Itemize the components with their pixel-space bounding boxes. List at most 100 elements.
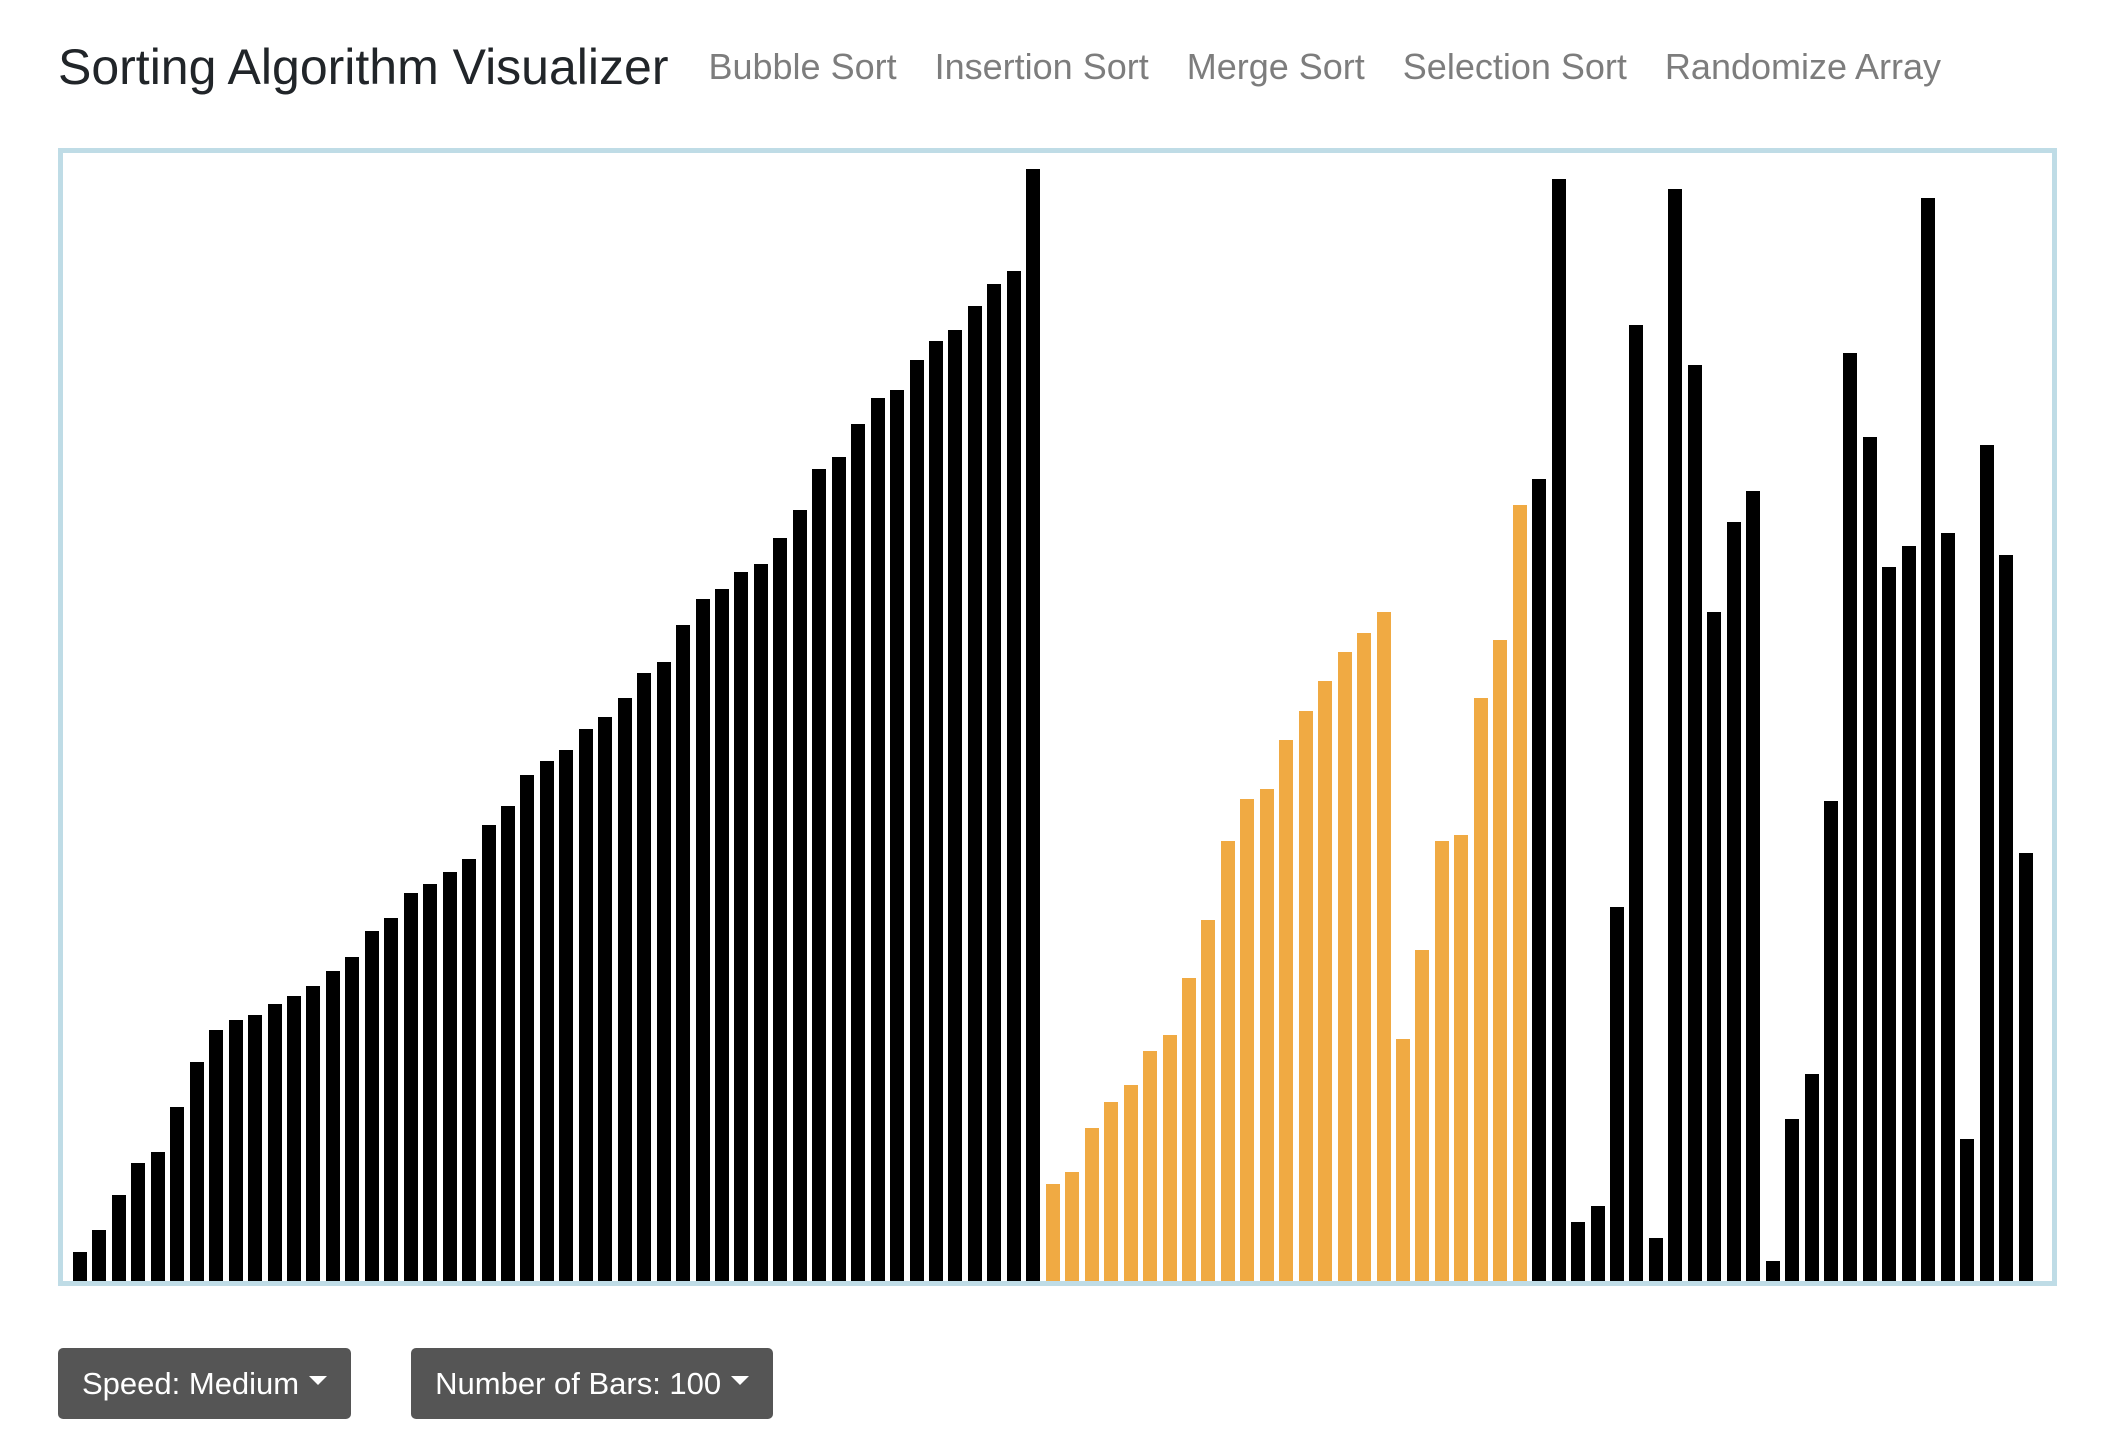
array-bar (1843, 353, 1858, 1281)
array-bar (1979, 444, 1994, 1281)
array-bar (870, 398, 885, 1281)
array-bar (1512, 504, 1527, 1281)
array-bar (1123, 1084, 1138, 1281)
array-bar (909, 360, 924, 1281)
array-bar (1707, 611, 1722, 1281)
array-bar (520, 774, 535, 1281)
navbar: Sorting Algorithm Visualizer Bubble Sort… (58, 30, 1979, 104)
array-bar (1220, 841, 1235, 1281)
array-bar (695, 598, 710, 1281)
array-bar (1648, 1237, 1663, 1281)
array-bar (1940, 532, 1955, 1281)
array-bar (1921, 198, 1936, 1281)
array-bar (267, 1004, 282, 1281)
nav-selection-sort[interactable]: Selection Sort (1402, 46, 1627, 87)
array-bar (1434, 841, 1449, 1281)
array-bar (248, 1015, 263, 1281)
bar-count-dropdown-button[interactable]: Number of Bars: 100 (411, 1348, 774, 1419)
nav-merge-sort[interactable]: Merge Sort (1186, 46, 1365, 87)
nav-randomize-array[interactable]: Randomize Array (1664, 46, 1942, 87)
array-bar (345, 956, 360, 1281)
array-bar (1668, 189, 1683, 1281)
speed-dropdown-button[interactable]: Speed: Medium (58, 1348, 352, 1419)
array-bar (1823, 800, 1838, 1281)
array-bar (442, 871, 457, 1281)
array-bar (228, 1020, 243, 1281)
array-bar (1357, 633, 1372, 1281)
array-bar (1804, 1073, 1819, 1281)
array-bar (1279, 740, 1294, 1281)
array-bar (1726, 521, 1741, 1281)
array-bar (1065, 1171, 1080, 1281)
array-bar (170, 1107, 185, 1281)
array-bar (1785, 1119, 1800, 1281)
nav-bubble-sort[interactable]: Bubble Sort (708, 46, 897, 87)
caret-down-icon (731, 1376, 750, 1385)
nav-insertion-sort[interactable]: Insertion Sort (934, 46, 1149, 87)
controls-bar: Speed: Medium Number of Bars: 100 (58, 1348, 774, 1419)
array-bar (578, 729, 593, 1281)
array-bar (1240, 798, 1255, 1281)
array-bar (617, 697, 632, 1281)
array-bar (539, 761, 554, 1281)
array-bar (423, 883, 438, 1281)
array-bar (1376, 611, 1391, 1281)
array-bar (559, 750, 574, 1281)
array-bar (1454, 835, 1469, 1281)
array-bar (1765, 1260, 1780, 1281)
array-bar (150, 1151, 165, 1281)
array-bar (364, 931, 379, 1281)
caret-down-icon (309, 1376, 328, 1385)
array-bar (1999, 555, 2014, 1281)
array-bar (1162, 1035, 1177, 1281)
array-bar (92, 1230, 107, 1281)
array-bar (753, 564, 768, 1281)
array-bar (501, 805, 516, 1281)
array-bar (812, 469, 827, 1281)
array-bar (987, 284, 1002, 1281)
array-bar (734, 572, 749, 1281)
array-bar (1026, 169, 1041, 1281)
array-bar (1298, 710, 1313, 1281)
array-bar (1006, 271, 1021, 1281)
array-bar (1318, 680, 1333, 1281)
array-bar (1201, 920, 1216, 1281)
array-bar (831, 457, 846, 1281)
array-bar (1687, 365, 1702, 1281)
array-bar (676, 624, 691, 1281)
array-bar (1415, 950, 1430, 1281)
array-bar (189, 1061, 204, 1281)
array-bar (325, 970, 340, 1281)
visualizer-frame (58, 148, 2057, 1286)
array-bar (1395, 1039, 1410, 1281)
array-bar (1104, 1102, 1119, 1281)
array-bar (111, 1195, 126, 1281)
array-bar (1143, 1050, 1158, 1281)
array-bar (890, 390, 905, 1281)
array-bar (1181, 977, 1196, 1281)
array-bar (967, 306, 982, 1281)
app-title[interactable]: Sorting Algorithm Visualizer (58, 39, 669, 95)
array-bar (73, 1251, 87, 1281)
array-bar (1960, 1139, 1975, 1281)
array-bar (481, 825, 496, 1281)
array-bar (1551, 179, 1566, 1281)
array-bar (2018, 853, 2033, 1281)
array-bar (1882, 567, 1897, 1281)
bar-count-label: Number of Bars: 100 (435, 1365, 722, 1401)
array-bar (792, 509, 807, 1281)
array-bar (131, 1162, 146, 1281)
array-bar (1590, 1206, 1605, 1281)
speed-label: Speed: Medium (82, 1365, 300, 1401)
array-bar (287, 995, 301, 1281)
array-bar (403, 892, 418, 1281)
bar-area (73, 153, 2038, 1281)
array-bar (773, 537, 788, 1281)
array-bar (1746, 491, 1761, 1281)
array-bar (1045, 1183, 1060, 1281)
array-bar (1084, 1128, 1099, 1281)
array-bar (1532, 479, 1547, 1281)
array-bar (598, 716, 613, 1281)
array-bar (851, 423, 866, 1281)
array-bar (715, 588, 730, 1281)
